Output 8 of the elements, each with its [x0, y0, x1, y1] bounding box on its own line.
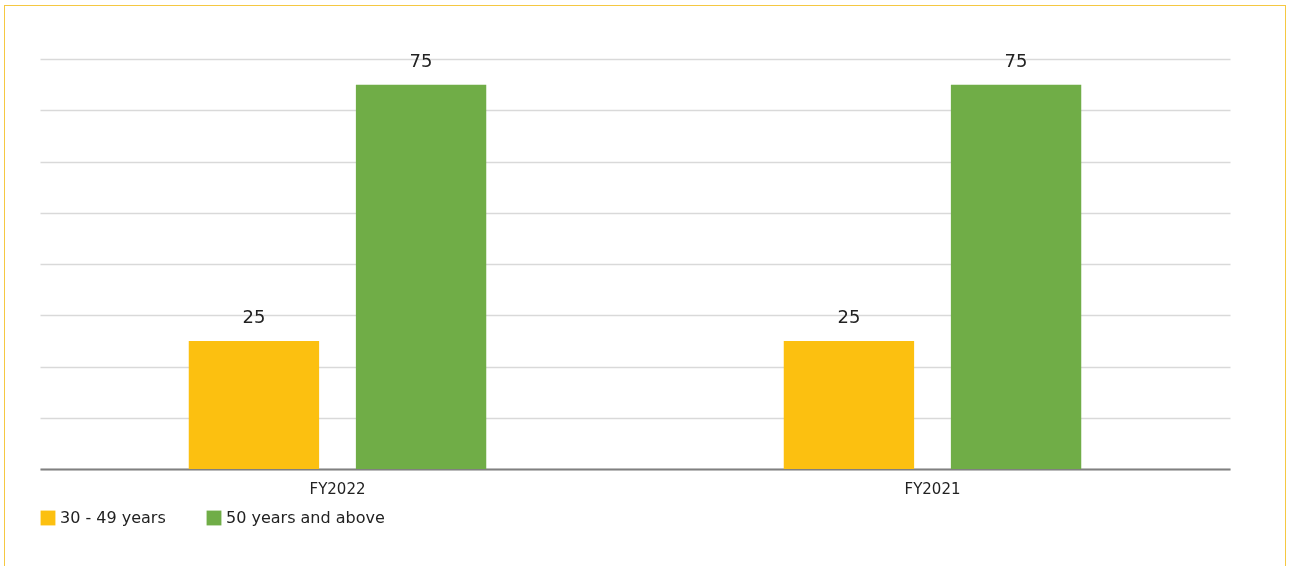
data-label: 25: [837, 305, 861, 327]
data-label: 25: [242, 305, 266, 327]
data-label: 75: [409, 49, 433, 71]
legend-label: 30 - 49 years: [60, 508, 166, 527]
x-tick-label: FY2021: [904, 479, 961, 498]
legend-label: 50 years and above: [226, 508, 385, 527]
x-tick-label: FY2022: [309, 479, 366, 498]
data-label: 75: [1004, 49, 1028, 71]
